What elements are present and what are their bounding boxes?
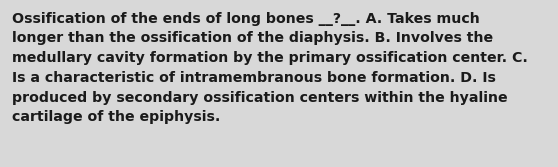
Text: Ossification of the ends of long bones __?__. A. Takes much
longer than the ossi: Ossification of the ends of long bones _…	[12, 12, 528, 124]
